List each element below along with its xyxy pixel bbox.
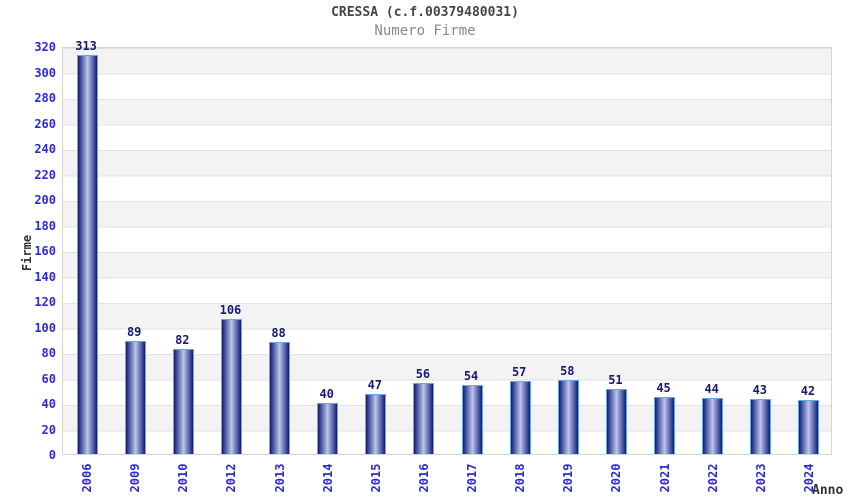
bar-2024	[798, 400, 819, 454]
bar-value-label: 57	[511, 365, 527, 379]
bar-value-label: 44	[704, 382, 719, 396]
bar-2006	[77, 55, 98, 454]
bar-2009	[125, 341, 146, 454]
y-tick-label: 260	[34, 116, 56, 131]
bar-2020	[606, 389, 627, 454]
x-tick-label: 2010	[176, 463, 191, 493]
chart-title: CRESSA (c.f.00379480031)	[331, 5, 519, 20]
bar-2018	[510, 381, 531, 454]
bar-value-label: 58	[560, 364, 575, 378]
x-axis-title: Anno	[812, 483, 844, 498]
y-tick-label: 140	[34, 269, 56, 284]
x-tick-label: 2017	[465, 463, 480, 493]
bar-value-label: 47	[367, 378, 383, 392]
y-tick-label: 60	[41, 371, 56, 386]
bar-value-label: 45	[656, 381, 671, 395]
y-tick-label: 100	[34, 320, 56, 335]
bar-2019	[558, 380, 579, 454]
bar-2021	[654, 397, 675, 454]
bar-value-label: 313	[75, 39, 97, 53]
bar-2014	[317, 403, 338, 454]
bar-2023	[750, 399, 771, 454]
x-tick-label: 2015	[368, 463, 383, 493]
y-tick-label: 240	[34, 142, 56, 156]
x-tick-label: 2021	[657, 463, 672, 493]
plot-area	[62, 47, 832, 455]
bar-value-label: 89	[126, 325, 142, 339]
bar-value-label: 43	[752, 383, 768, 397]
bar-value-label: 56	[415, 367, 431, 381]
bar-2015	[365, 394, 386, 454]
chart-subtitle: Numero Firme	[374, 23, 476, 39]
y-tick-label: 20	[41, 422, 56, 437]
y-tick-label: 220	[34, 167, 56, 182]
x-tick-label: 2022	[705, 463, 720, 493]
bar-2016	[413, 383, 434, 454]
y-tick-label: 160	[34, 244, 56, 258]
y-tick-label: 120	[34, 295, 56, 309]
bar-value-label: 54	[463, 369, 479, 383]
x-tick-label: 2023	[753, 463, 768, 493]
bar-value-label: 82	[175, 333, 190, 347]
y-tick-label: 80	[41, 346, 56, 360]
bar-2017	[462, 385, 483, 454]
y-tick-label: 320	[34, 40, 56, 54]
y-tick-label: 300	[34, 65, 56, 80]
bar-2012	[221, 319, 242, 454]
x-tick-label: 2009	[128, 463, 143, 493]
y-tick-label: 40	[41, 397, 56, 411]
y-tick-label: 280	[34, 91, 56, 105]
bar-value-label: 88	[271, 326, 286, 340]
bar-value-label: 42	[800, 384, 816, 398]
y-axis-title: Firme	[20, 234, 34, 272]
x-tick-label: 2020	[609, 463, 624, 493]
x-tick-label: 2012	[224, 463, 239, 493]
x-tick-label: 2006	[80, 463, 95, 493]
x-tick-label: 2013	[272, 463, 287, 493]
x-tick-label: 2019	[561, 463, 576, 493]
y-tick-label: 200	[34, 193, 56, 207]
y-tick-label: 180	[34, 218, 56, 233]
bar-value-label: 40	[319, 387, 334, 401]
bar-2010	[173, 349, 194, 454]
y-tick-label: 0	[48, 448, 56, 462]
x-tick-label: 2014	[320, 463, 335, 493]
bar-value-label: 106	[219, 303, 242, 317]
bar-2022	[702, 398, 723, 454]
x-tick-label: 2018	[513, 463, 528, 493]
bar-2013	[269, 342, 290, 454]
bar-value-label: 51	[608, 373, 623, 387]
x-tick-label: 2016	[416, 463, 431, 493]
